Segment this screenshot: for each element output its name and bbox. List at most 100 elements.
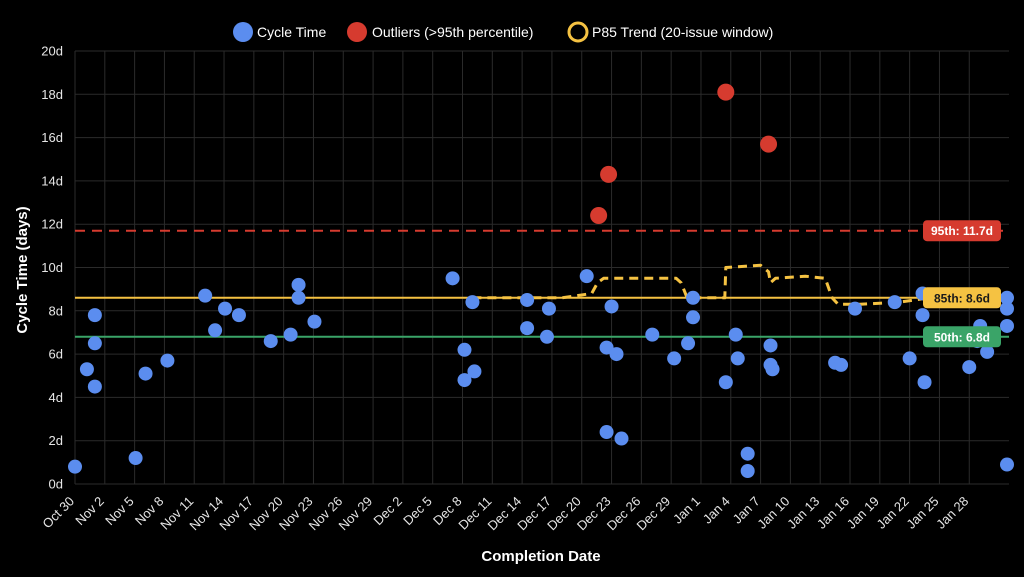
cycle-time-point <box>457 342 472 357</box>
cycle-time-point <box>686 290 701 305</box>
reference-lines <box>75 229 1009 338</box>
outlier-point <box>600 165 618 183</box>
cycle-time-point <box>645 327 660 342</box>
cycle-time-point <box>541 301 556 316</box>
y-axis-title: Cycle Time (days) <box>14 206 31 333</box>
cycle-time-point <box>218 301 233 316</box>
cycle-time-point <box>834 357 849 372</box>
cycle-time-point <box>87 308 102 323</box>
legend-label: Cycle Time <box>257 24 326 40</box>
x-tick-label: Nov 5 <box>102 494 137 529</box>
legend-dot-icon <box>233 22 253 42</box>
cycle-time-point <box>686 310 701 325</box>
ref-label-text: 95th: 11.7d <box>931 224 993 238</box>
cycle-time-point <box>609 347 624 362</box>
cycle-time-point <box>208 323 223 338</box>
reference-labels: 95th: 11.7d 85th: 8.6d 50th: 6.8d <box>923 220 1001 348</box>
cycle-time-point <box>291 277 306 292</box>
cycle-time-point <box>291 290 306 305</box>
ref-label-bg <box>923 220 1001 242</box>
legend-dot-icon <box>347 22 367 42</box>
cycle-time-point <box>128 451 143 466</box>
ref-label-p85: 85th: 8.6d <box>923 287 1001 309</box>
cycle-time-point <box>445 271 460 286</box>
legend-item[interactable]: P85 Trend (20-issue window) <box>567 21 773 43</box>
cycle-time-point <box>79 362 94 377</box>
cycle-time-point <box>902 351 917 366</box>
ref-label-p50: 50th: 6.8d <box>923 326 1001 348</box>
x-tick-label: Oct 30 <box>39 494 77 532</box>
cycle-time-point <box>231 308 246 323</box>
y-tick-label: 20d <box>41 44 63 59</box>
x-tick-label: Dec 29 <box>634 494 674 534</box>
cycle-time-point <box>667 351 682 366</box>
cycle-time-point <box>917 375 932 390</box>
cycle-time-point <box>579 269 594 284</box>
cycle-time-point <box>1000 457 1014 472</box>
y-tick-label: 6d <box>49 347 63 362</box>
cycle-time-point <box>307 314 322 329</box>
ref-label-text: 85th: 8.6d <box>934 291 990 305</box>
x-tick-label: Dec 5 <box>400 494 435 529</box>
cycle-time-point <box>87 336 102 351</box>
x-tick-label: Jan 25 <box>903 494 941 532</box>
cycle-time-point <box>730 351 745 366</box>
cycle-time-point <box>887 295 902 310</box>
cycle-time-point <box>520 292 535 307</box>
ref-label-text: 50th: 6.8d <box>934 330 990 344</box>
x-tick-label: Dec 2 <box>370 494 405 529</box>
cycle-time-point <box>740 464 755 479</box>
cycle-time-point <box>718 375 733 390</box>
cycle-time-point <box>604 299 619 314</box>
x-tick-label: Jan 19 <box>844 494 882 532</box>
cycle-time-point <box>681 336 696 351</box>
y-tick-label: 14d <box>41 173 63 188</box>
y-tick-label: 10d <box>41 260 63 275</box>
cycle-time-point <box>599 340 614 355</box>
legend: Cycle Time Outliers (>95th percentile) P85… <box>233 21 773 43</box>
cycle-time-point <box>263 334 278 349</box>
x-tick-label: Jan 13 <box>784 494 822 532</box>
cycle-time-point <box>614 431 629 446</box>
x-tick-label: Jan 4 <box>700 494 733 527</box>
ref-label-bg <box>923 287 1001 309</box>
cycle-time-point <box>599 425 614 440</box>
cycle-time-point <box>740 446 755 461</box>
y-tick-label: 2d <box>49 433 63 448</box>
data-points <box>68 83 1014 479</box>
cycle-time-point <box>1000 301 1014 316</box>
legend-label: P85 Trend (20-issue window) <box>592 24 773 40</box>
legend-item[interactable]: Cycle Time <box>233 22 326 42</box>
cycle-time-point <box>763 338 778 353</box>
cycle-time-point <box>198 288 213 303</box>
cycle-time-point <box>728 327 743 342</box>
legend-item[interactable]: Outliers (>95th percentile) <box>347 22 533 42</box>
outlier-point <box>717 83 735 101</box>
y-tick-label: 16d <box>41 130 63 145</box>
legend-label: Outliers (>95th percentile) <box>372 24 533 40</box>
x-tick-label: Nov 2 <box>72 494 107 529</box>
y-tick-label: 0d <box>49 477 63 492</box>
x-tick-label: Jan 28 <box>933 494 971 532</box>
x-tick-label: Jan 22 <box>874 494 912 532</box>
cycle-time-point <box>765 362 780 377</box>
cycle-time-point <box>847 301 862 316</box>
cycle-time-point <box>467 364 482 379</box>
cycle-time-point <box>520 321 535 336</box>
cycle-time-point <box>962 360 977 375</box>
cycle-time-point <box>68 459 82 474</box>
y-tick-label: 8d <box>49 303 63 318</box>
x-tick-label: Nov 29 <box>335 494 375 534</box>
cycle-time-point <box>1000 290 1014 305</box>
cycle-time-point <box>457 373 472 388</box>
cycle-time-point <box>138 366 153 381</box>
cycle-time-point <box>980 344 995 359</box>
cycle-time-point <box>1000 318 1014 333</box>
y-tick-label: 4d <box>49 390 63 405</box>
outlier-point <box>590 207 608 225</box>
outlier-point <box>760 135 778 153</box>
cycle-time-point <box>539 329 554 344</box>
legend-ring-icon <box>567 21 589 43</box>
